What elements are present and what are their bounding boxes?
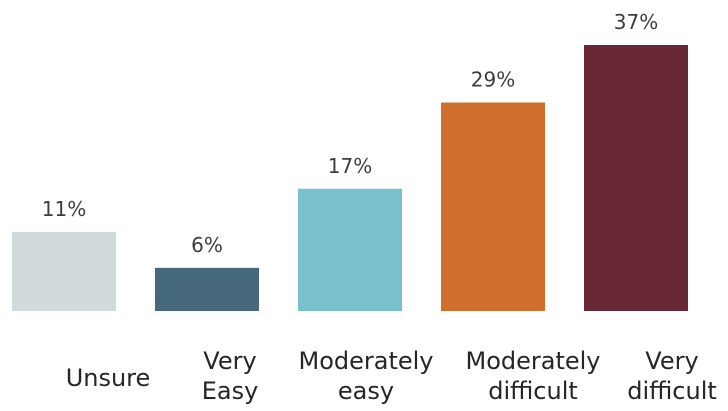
category-label-0-line-0: Unsure — [66, 364, 151, 392]
category-label-1-line-0: Very — [203, 347, 256, 375]
bar-4 — [584, 45, 688, 311]
value-label-2: 17% — [328, 154, 372, 178]
category-label-3: Moderately difficult — [465, 347, 600, 405]
category-label-3-line-0: Moderately — [465, 347, 600, 375]
category-label-0: Unsure — [66, 364, 151, 392]
bar-0 — [12, 231, 116, 311]
category-label-4: Very difficult — [627, 347, 717, 405]
value-labels-group: 11% 6% 17% 29% 37% — [42, 10, 658, 257]
category-label-1-line-1: Easy — [202, 377, 259, 405]
value-label-0: 11% — [42, 197, 86, 221]
category-label-4-line-0: Very — [645, 347, 698, 375]
value-label-4: 37% — [614, 10, 658, 34]
bars-group — [12, 45, 688, 311]
category-label-2-line-1: easy — [338, 377, 394, 405]
bar-2 — [298, 188, 402, 311]
value-label-3: 29% — [471, 68, 515, 92]
category-label-3-line-1: difficult — [488, 377, 578, 405]
value-label-1: 6% — [191, 233, 223, 257]
category-label-2-line-0: Moderately — [298, 347, 433, 375]
category-label-4-line-1: difficult — [627, 377, 717, 405]
category-label-2: Moderately easy — [298, 347, 433, 405]
bar-3 — [441, 102, 545, 311]
category-label-1: Very Easy — [202, 347, 259, 405]
bar-1 — [155, 267, 259, 311]
